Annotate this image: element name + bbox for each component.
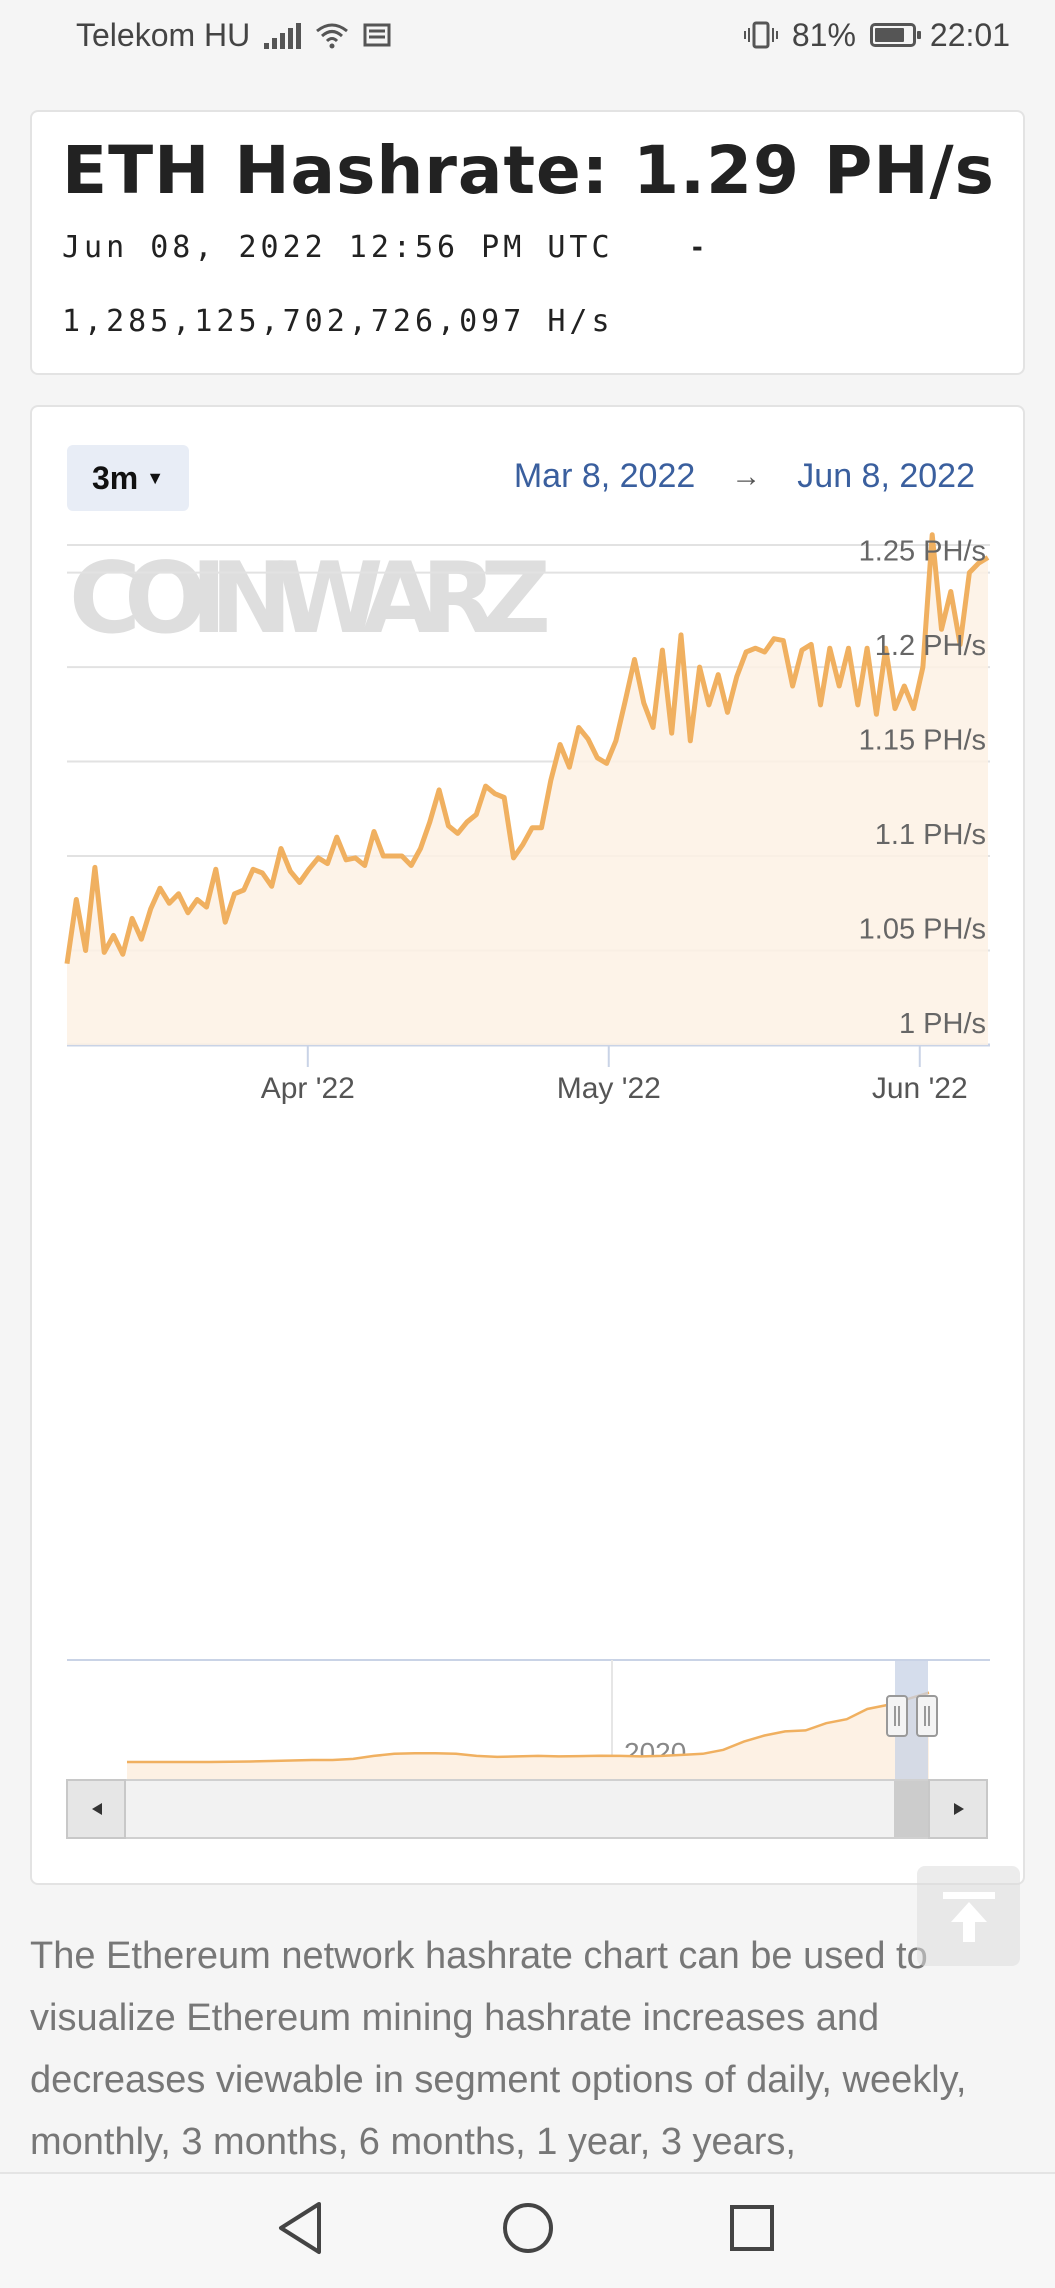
handle-grip[interactable] bbox=[916, 1695, 938, 1737]
battery-icon bbox=[869, 23, 921, 47]
vibrate-icon bbox=[743, 21, 778, 49]
scrollbar-thumb[interactable] bbox=[894, 1781, 928, 1837]
page-title: ETH Hashrate: 1.29 PH/s bbox=[62, 132, 995, 209]
arrow-right-icon: → bbox=[731, 459, 762, 493]
caret-down-icon: ▼ bbox=[146, 467, 165, 488]
x-tick-label: Jun '22 bbox=[872, 1072, 968, 1105]
range-navigator[interactable]: 2020 bbox=[67, 1659, 990, 1780]
chart-description: The Ethereum network hashrate chart can … bbox=[30, 1935, 967, 2163]
scrollbar-track[interactable] bbox=[66, 1779, 988, 1839]
end-date-input[interactable]: Jun 8, 2022 bbox=[797, 457, 975, 495]
home-icon[interactable] bbox=[500, 2200, 556, 2256]
x-tick-label: May '22 bbox=[557, 1072, 661, 1105]
carrier-label: Telekom HU bbox=[76, 16, 251, 53]
navigator-left-handle[interactable] bbox=[886, 1695, 908, 1737]
y-tick-label: 1.25 PH/s bbox=[859, 536, 986, 568]
coinwarz-watermark: COINWARZ bbox=[69, 542, 551, 656]
system-navigation-bar bbox=[0, 2172, 1055, 2288]
watermark-text: COINWARZ bbox=[69, 542, 547, 656]
series-line bbox=[64, 532, 990, 965]
hashrate-chart: COINWARZ 1 PH/s 1.05 PH/s 1.1 PH/s 1.15 PH/… bbox=[64, 532, 990, 1839]
navigator-area bbox=[127, 1692, 929, 1780]
hashrate-raw-value: 1,285,125,702,726,097 H/s bbox=[62, 304, 614, 339]
navigator-line bbox=[127, 1691, 930, 1764]
status-left: Telekom HU bbox=[76, 17, 391, 54]
arrow-left-icon bbox=[92, 1803, 102, 1815]
data-transfer-icon bbox=[363, 23, 391, 47]
handle-grip[interactable] bbox=[886, 1695, 908, 1737]
y-tick-label: 1.15 PH/s bbox=[859, 725, 986, 757]
hashrate-timestamp: Jun 08, 2022 12:56 PM UTC bbox=[62, 230, 614, 265]
hashrate-change: - bbox=[692, 228, 703, 264]
x-axis-labels: Apr '22 May '22 Jun '22 bbox=[261, 1045, 968, 1105]
hashrate-chart-card: 3m ▼ Mar 8, 2022 → Jun 8, 2022 COINWARZ … bbox=[30, 405, 1025, 1885]
x-tick-label: Apr '22 bbox=[261, 1072, 355, 1105]
battery-percent: 81% bbox=[791, 16, 856, 53]
series-area bbox=[67, 534, 988, 1045]
y-axis-labels: 1 PH/s 1.05 PH/s 1.1 PH/s 1.15 PH/s 1.2 PH/s… bbox=[859, 536, 986, 1040]
y-tick-label: 1.1 PH/s bbox=[875, 819, 986, 851]
navigator-right-handle[interactable] bbox=[916, 1695, 938, 1737]
y-tick-label: 1.2 PH/s bbox=[875, 630, 986, 662]
signal-icon bbox=[264, 21, 302, 49]
status-bar: Telekom HU 81% 22:01 bbox=[0, 0, 1055, 70]
arrow-up-icon bbox=[942, 1892, 995, 1942]
back-icon[interactable] bbox=[275, 2200, 325, 2256]
recent-apps-icon[interactable] bbox=[727, 2200, 777, 2256]
hashrate-summary-card: ETH Hashrate: 1.29 PH/s Jun 08, 2022 12:… bbox=[30, 110, 1025, 375]
range-select-label: 3m bbox=[91, 459, 139, 496]
navigator-scrollbar[interactable] bbox=[66, 1779, 988, 1839]
status-right: 81% 22:01 bbox=[743, 16, 1010, 54]
chart-plot bbox=[64, 532, 990, 1045]
clock: 22:01 bbox=[929, 16, 1010, 53]
arrow-right-icon bbox=[954, 1803, 964, 1815]
y-tick-label: 1 PH/s bbox=[899, 1008, 986, 1040]
y-tick-label: 1.05 PH/s bbox=[859, 914, 986, 946]
scroll-to-top-button[interactable] bbox=[917, 1866, 1020, 1966]
wifi-icon bbox=[316, 23, 349, 49]
range-select-dropdown[interactable]: 3m ▼ bbox=[67, 445, 189, 511]
start-date-input[interactable]: Mar 8, 2022 bbox=[513, 457, 696, 495]
date-range: Mar 8, 2022 → Jun 8, 2022 bbox=[514, 457, 975, 496]
